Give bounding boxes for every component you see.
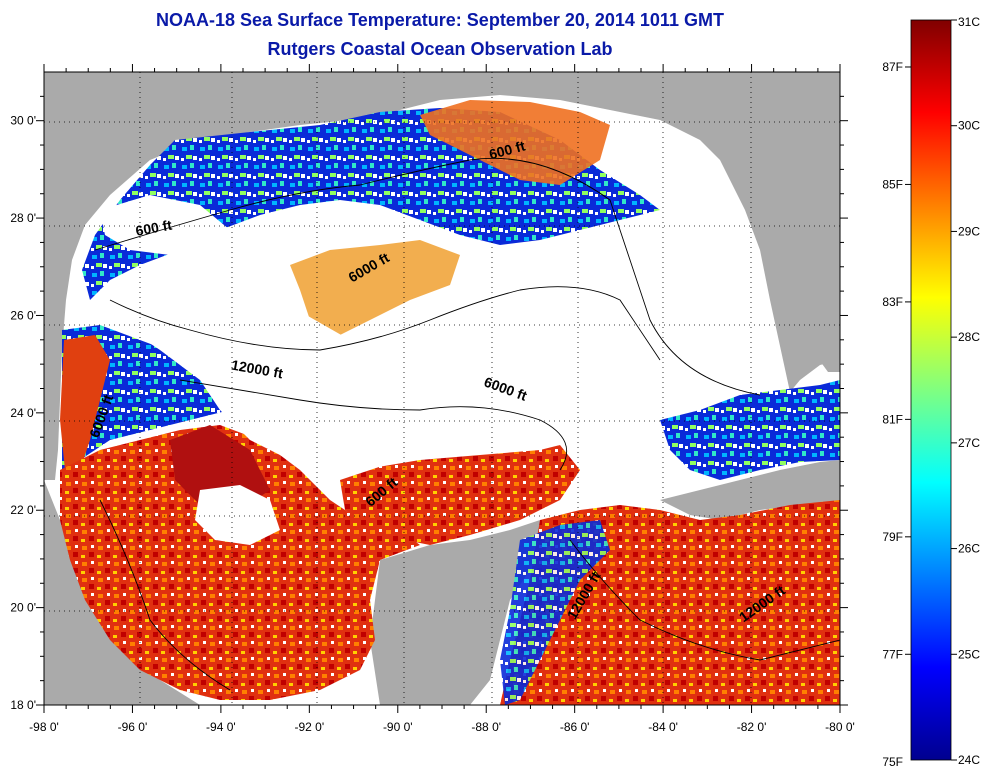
colorbar-celsius-tick: 26C: [951, 542, 980, 556]
y-tick-label: 26 0': [10, 308, 36, 322]
x-tick-label: -80 0': [825, 720, 855, 734]
colorbar-celsius-tick: 29C: [951, 224, 980, 238]
bathymetry-contours: [94, 157, 840, 691]
contour-label: 600 ft: [134, 217, 173, 239]
x-axis-ticks: -98 0' -96 0' -94 0' -92 0' -90 0' -88 0' -86 …: [29, 64, 855, 734]
colorbar-celsius-tick: 25C: [951, 647, 980, 661]
x-tick-label: -98 0': [29, 720, 59, 734]
florida-land: [745, 72, 840, 372]
colorbar-celsius-tick: 28C: [951, 330, 980, 344]
sst-central-warm-patch: [290, 240, 460, 335]
colorbar-celsius-label: 31C: [958, 15, 980, 29]
colorbar-fahrenheit-label: 83F: [882, 295, 903, 309]
x-tick: -86 0': [560, 64, 590, 734]
colorbar-celsius-label: 28C: [958, 330, 980, 344]
x-tick-label: -88 0': [471, 720, 501, 734]
sst-bay-of-campeche: [60, 425, 420, 700]
colorbar-fahrenheit-tick: 83F: [882, 295, 911, 309]
y-tick: 20 0': [10, 601, 848, 615]
y-tick-label: 22 0': [10, 503, 36, 517]
x-tick: -84 0': [648, 64, 678, 734]
colorbar-fahrenheit-labels: 87F 85F 83F 81F 79F 77F 75F: [882, 60, 911, 769]
y-tick: 24 0': [10, 406, 848, 420]
mexico-land: [44, 480, 200, 705]
map-subtitle: Rutgers Coastal Ocean Observation Lab: [267, 39, 613, 59]
y-tick: 30 0': [10, 114, 848, 128]
colorbar-celsius-label: 30C: [958, 119, 980, 133]
y-tick-label: 20 0': [10, 601, 36, 615]
colorbar-fahrenheit-tick: 81F: [882, 412, 911, 426]
colorbar-celsius-tick: 31C: [951, 15, 980, 29]
map-graticule: [44, 72, 840, 705]
y-tick: 28 0': [10, 211, 848, 225]
x-tick-label: -90 0': [383, 720, 413, 734]
x-tick-label: -82 0': [737, 720, 767, 734]
colorbar-fahrenheit-label: 85F: [882, 177, 903, 191]
x-tick: -82 0': [737, 64, 767, 734]
map-title: NOAA-18 Sea Surface Temperature: Septemb…: [156, 10, 724, 30]
colorbar-fahrenheit-tick: 87F: [882, 60, 911, 74]
sst-central-south-warm: [340, 445, 580, 545]
x-tick-label: -94 0': [206, 720, 236, 734]
yucatan-land: [370, 520, 560, 705]
x-tick: -90 0': [383, 64, 413, 734]
colorbar-fahrenheit-tick: 77F: [882, 647, 911, 661]
x-tick: -94 0': [206, 64, 236, 734]
colorbar-fahrenheit-tick: 75F: [882, 755, 903, 769]
colorbar-celsius-label: 27C: [958, 436, 980, 450]
colorbar-celsius-tick: 24C: [951, 753, 980, 767]
colorbar-celsius-labels: 31C 30C 29C 28C 27C 26C 25C 24C: [951, 15, 980, 767]
colorbar-fahrenheit-label: 79F: [882, 530, 903, 544]
x-tick-label: -96 0': [118, 720, 148, 734]
x-tick: -96 0': [118, 64, 148, 734]
cloud-mass-south: [195, 485, 280, 545]
x-tick-label: -84 0': [648, 720, 678, 734]
colorbar-fahrenheit-tick: 85F: [882, 177, 911, 191]
x-tick: -98 0': [29, 64, 59, 734]
y-tick-label: 24 0': [10, 406, 36, 420]
x-tick: -92 0': [295, 64, 325, 734]
x-tick: -80 0': [825, 64, 855, 734]
sst-northern-warm-patch: [420, 100, 610, 185]
cloud-mass-mexico: [100, 195, 230, 255]
x-tick-label: -92 0': [295, 720, 325, 734]
colorbar-fahrenheit-tick: 79F: [882, 530, 911, 544]
colorbar-fahrenheit-label: 87F: [882, 60, 903, 74]
colorbar-celsius-label: 24C: [958, 753, 980, 767]
sst-florida-straits: [660, 380, 840, 480]
colorbar: [910, 19, 952, 761]
colorbar-fahrenheit-label: 75F: [882, 755, 903, 769]
y-tick-label: 30 0': [10, 114, 36, 128]
sst-western-warm: [60, 335, 110, 480]
colorbar-fahrenheit-label: 77F: [882, 647, 903, 661]
y-axis-ticks: 30 0' 28 0' 26 0' 24 0' 22 0' 20 0' 18 0': [10, 95, 848, 712]
cloud-mass-central: [120, 215, 770, 470]
y-tick: 22 0': [10, 503, 848, 517]
y-tick-label: 18 0': [10, 698, 36, 712]
x-tick: -88 0': [471, 64, 501, 734]
colorbar-fahrenheit-label: 81F: [882, 412, 903, 426]
y-tick: 26 0': [10, 308, 848, 322]
colorbar-celsius-label: 29C: [958, 224, 980, 238]
sst-caribbean-cool-edge: [500, 520, 610, 705]
y-tick: 18 0': [10, 698, 848, 712]
colorbar-celsius-label: 25C: [958, 647, 980, 661]
colorbar-celsius-tick: 27C: [951, 436, 980, 450]
x-tick-label: -86 0': [560, 720, 590, 734]
y-tick-label: 28 0': [10, 211, 36, 225]
colorbar-celsius-tick: 30C: [951, 119, 980, 133]
colorbar-celsius-label: 26C: [958, 542, 980, 556]
